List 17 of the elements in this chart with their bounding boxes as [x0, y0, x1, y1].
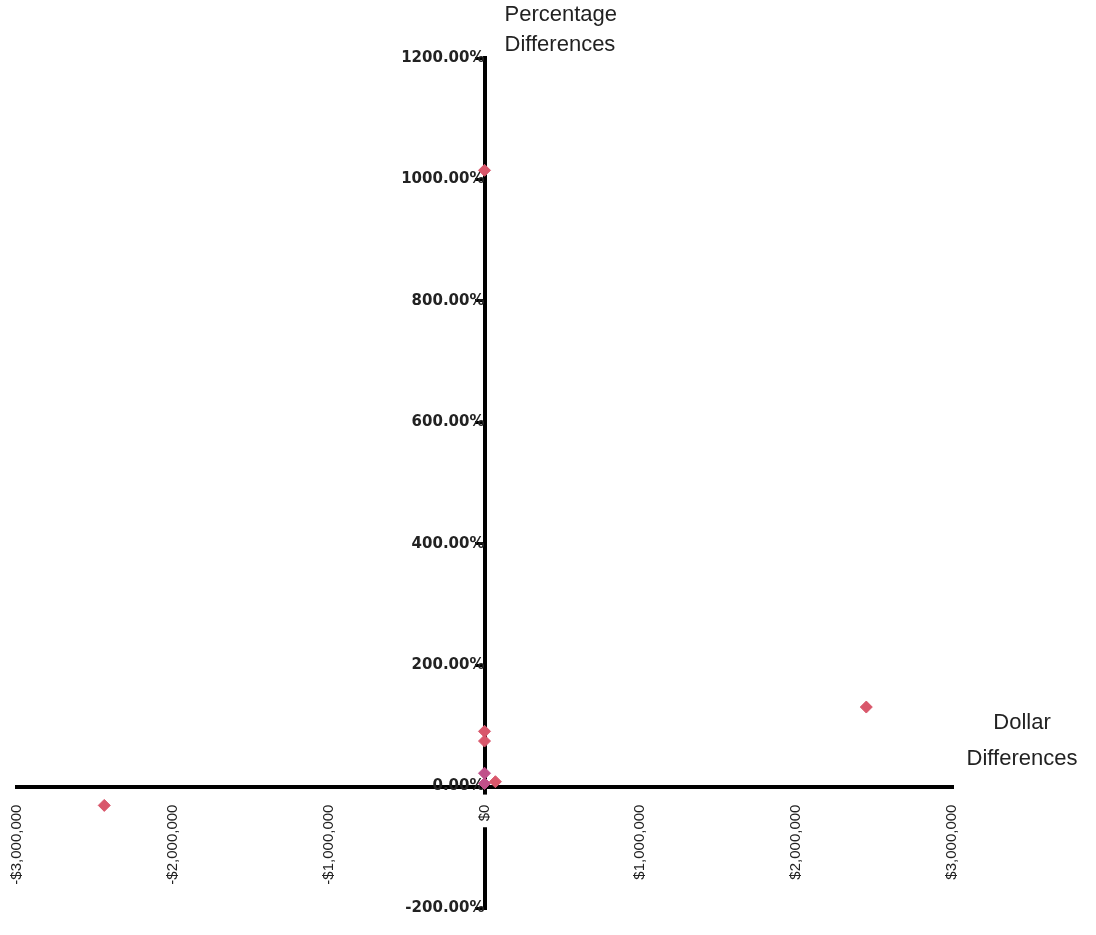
- y-tick-label: 1200.00%: [401, 47, 485, 66]
- point: [478, 734, 491, 748]
- y-tick-label: -200.00%: [405, 897, 485, 916]
- x-tick-label: $0: [474, 804, 492, 822]
- point: [859, 700, 873, 714]
- x-tick-label: -$2,000,000: [162, 804, 180, 885]
- x-tick-label: $1,000,000: [630, 804, 648, 880]
- point: [478, 766, 491, 780]
- point: [478, 724, 491, 738]
- x-tick-label: -$3,000,000: [7, 804, 25, 885]
- x-axis-title: Dollar Differences: [966, 708, 1078, 770]
- point: [97, 798, 111, 812]
- x-tick-label: $2,000,000: [786, 804, 804, 880]
- y-axis-title: Percentage Differences: [504, 1, 618, 57]
- x-tick-label: $3,000,000: [942, 804, 960, 880]
- x-tick-label: -$1,000,000: [318, 804, 336, 885]
- point: [488, 775, 502, 789]
